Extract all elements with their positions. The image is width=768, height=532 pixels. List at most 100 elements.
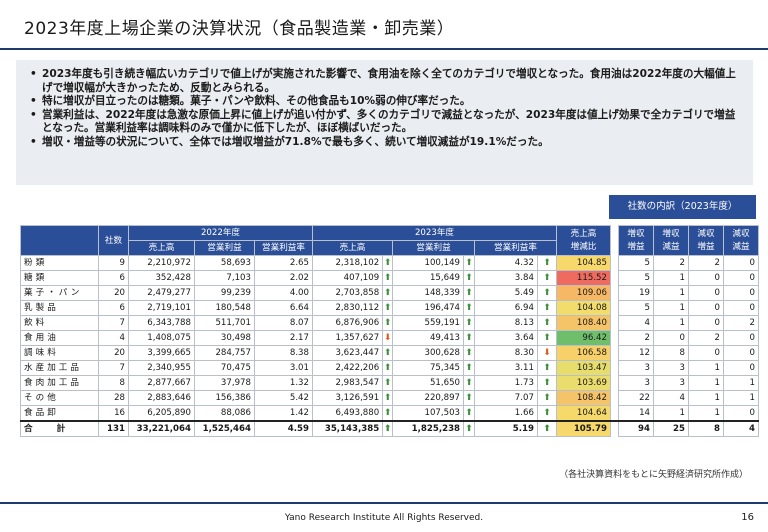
breakdown-cell: 0 (688, 345, 724, 361)
op-margin-trend-arrow-icon: ⬆ (536, 375, 558, 391)
op-profit-2023-cell: 220,897 (391, 390, 465, 406)
table-row: 食肉加工品 8 2,877,667 37,978 1.32 2,983,547 ⬆ 51,65… (20, 375, 759, 391)
op-margin-2022-cell: 2.65 (254, 255, 313, 271)
op-profit-2022-cell: 284,757 (194, 345, 255, 361)
sales-2022-cell: 3,399,665 (128, 345, 195, 361)
breakdown-cell: 5 (618, 300, 654, 316)
op-margin-2022-cell: 8.07 (254, 315, 313, 331)
breakdown-cell: 1 (688, 375, 724, 391)
companies-cell: 7 (98, 360, 129, 376)
sales-ratio-cell: 104.08 (556, 300, 611, 316)
header-b2: 増収 減益 (653, 225, 689, 256)
breakdown-cell: 1 (653, 405, 689, 422)
sales-ratio-cell: 108.42 (556, 390, 611, 406)
breakdown-title: 社数の内訳（2023年度） (609, 195, 756, 219)
table-row: 食品卸 16 6,205,890 88,086 1.42 6,493,880 ⬆ 107,50… (20, 405, 759, 422)
sales-2023-cell: 35,143,385 (311, 420, 384, 437)
sales-trend-arrow-icon: ⬆ (382, 270, 393, 286)
op-profit-trend-arrow-icon: ⬆ (463, 360, 475, 376)
breakdown-cell: 1 (723, 375, 759, 391)
sales-trend-arrow-icon: ⬆ (382, 300, 393, 316)
header-b4: 減収 減益 (723, 225, 759, 256)
breakdown-cell: 1 (688, 390, 724, 406)
op-margin-trend-arrow-icon: ⬆ (536, 270, 558, 286)
sales-trend-arrow-icon: ⬆ (382, 375, 393, 391)
category-cell: 調味料 (20, 345, 99, 361)
sales-trend-arrow-icon: ⬆ (382, 255, 393, 271)
op-profit-2022-cell: 99,239 (194, 285, 255, 301)
table-row: 菓子・パン 20 2,479,277 99,239 4.00 2,703,858 ⬆ 148,… (20, 285, 759, 301)
sales-trend-arrow-icon: ⬆ (382, 360, 393, 376)
sales-2023-cell: 3,623,447 (311, 345, 384, 361)
bullet-item: 2023年度も引き続き幅広いカテゴリで値上げが実施された影響で、食用油を除く全て… (30, 68, 745, 95)
op-margin-trend-arrow-icon: ⬆ (536, 330, 558, 346)
category-cell: 食品卸 (20, 405, 99, 422)
breakdown-cell: 1 (653, 285, 689, 301)
header-op-2022: 営業利益 (194, 240, 255, 256)
category-cell: 糖類 (20, 270, 99, 286)
op-margin-trend-arrow-icon: ⬆ (536, 420, 558, 437)
companies-cell: 9 (98, 255, 129, 271)
op-margin-trend-arrow-icon: ⬆ (536, 360, 558, 376)
breakdown-cell: 14 (618, 405, 654, 422)
sales-2023-cell: 2,703,858 (311, 285, 384, 301)
companies-cell: 16 (98, 405, 129, 422)
op-profit-2022-cell: 70,475 (194, 360, 255, 376)
op-margin-2022-cell: 2.17 (254, 330, 313, 346)
sales-trend-arrow-icon: ⬆ (382, 405, 393, 422)
page-number: 16 (741, 512, 754, 523)
sales-2022-cell: 33,221,064 (128, 420, 195, 437)
op-margin-2023-cell: 3.11 (474, 360, 538, 376)
op-profit-trend-arrow-icon: ⬆ (463, 390, 475, 406)
footer: Yano Research Institute All Rights Reser… (0, 502, 768, 532)
sales-2023-cell: 6,493,880 (311, 405, 384, 422)
op-profit-2022-cell: 30,498 (194, 330, 255, 346)
sales-trend-arrow-icon: ⬆ (382, 420, 393, 437)
op-margin-2023-cell: 3.84 (474, 270, 538, 286)
sales-2023-cell: 1,357,627 (311, 330, 384, 346)
sales-2022-cell: 2,877,667 (128, 375, 195, 391)
sales-2023-cell: 2,318,102 (311, 255, 384, 271)
op-profit-2023-cell: 1,825,238 (391, 420, 465, 437)
breakdown-cell: 0 (723, 300, 759, 316)
header-fy2023: 2023年度 (312, 225, 557, 241)
op-profit-trend-arrow-icon: ⬆ (463, 270, 475, 286)
sales-trend-arrow-icon: ⬆ (382, 345, 393, 361)
sales-2022-cell: 1,408,075 (128, 330, 195, 346)
op-margin-2022-cell: 1.42 (254, 405, 313, 422)
op-margin-2023-cell: 3.64 (474, 330, 538, 346)
op-profit-2023-cell: 51,650 (391, 375, 465, 391)
header-sales-ratio: 売上高 増減比 (556, 225, 611, 256)
sales-trend-arrow-icon: ⬇ (382, 330, 393, 346)
bullet-item: 増収・増益等の状況について、全体では増収増益が71.8%で最も多く、続いて増収減… (30, 136, 745, 150)
table-row: 調味料 20 3,399,665 284,757 8.38 3,623,447 ⬆ 300,6… (20, 345, 759, 361)
breakdown-cell: 0 (723, 360, 759, 376)
companies-cell: 20 (98, 345, 129, 361)
breakdown-cell: 1 (688, 360, 724, 376)
header-margin-2023: 営業利益率 (474, 240, 557, 256)
category-cell: その他 (20, 390, 99, 406)
op-profit-trend-arrow-icon: ⬆ (463, 255, 475, 271)
companies-cell: 28 (98, 390, 129, 406)
op-margin-2022-cell: 2.02 (254, 270, 313, 286)
op-profit-trend-arrow-icon: ⬆ (463, 375, 475, 391)
breakdown-cell: 1 (653, 300, 689, 316)
sales-ratio-cell: 109.06 (556, 285, 611, 301)
breakdown-cell: 3 (618, 360, 654, 376)
op-margin-trend-arrow-icon: ⬇ (536, 345, 558, 361)
breakdown-cell: 4 (723, 420, 759, 437)
sales-2023-cell: 6,876,906 (311, 315, 384, 331)
sales-2022-cell: 2,883,646 (128, 390, 195, 406)
op-profit-2023-cell: 300,628 (391, 345, 465, 361)
op-profit-trend-arrow-icon: ⬆ (463, 405, 475, 422)
breakdown-cell: 0 (688, 300, 724, 316)
breakdown-cell: 0 (723, 405, 759, 422)
total-row: 合計 131 33,221,064 1,525,464 4.59 35,143,385 ⬆ 1… (20, 420, 759, 437)
breakdown-cell: 0 (723, 255, 759, 271)
category-cell: 飲料 (20, 315, 99, 331)
breakdown-cell: 1 (688, 405, 724, 422)
op-profit-2023-cell: 196,474 (391, 300, 465, 316)
companies-cell: 8 (98, 375, 129, 391)
header-b3: 減収 増益 (688, 225, 724, 256)
table-row: 糖類 6 352,428 7,103 2.02 407,109 ⬆ 15,649 ⬆ 3.84 ⬆ 1… (20, 270, 759, 286)
